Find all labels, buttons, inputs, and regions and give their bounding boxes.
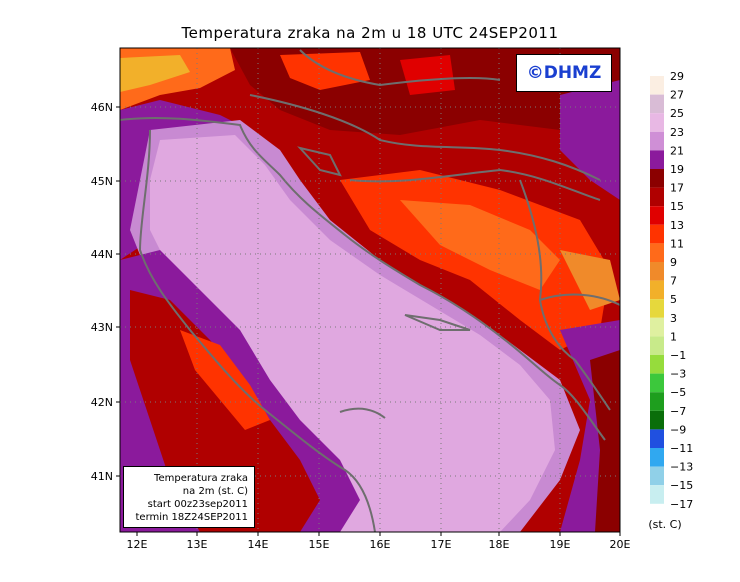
legend-level-label: −5 bbox=[670, 386, 686, 399]
field-ne-purple bbox=[560, 80, 620, 200]
lon-labels: 12E 13E 14E 15E 16E 17E 18E 19E 20E bbox=[127, 538, 631, 551]
legend-level-label: 9 bbox=[670, 256, 677, 269]
island-hvar bbox=[404, 314, 471, 331]
legend-swatch bbox=[650, 150, 664, 169]
legend-level-label: 5 bbox=[670, 293, 677, 306]
lat-label-45n: 45N bbox=[91, 175, 113, 188]
legend-swatch bbox=[650, 131, 664, 151]
field-east-hot bbox=[560, 250, 620, 310]
lon-label-16e: 16E bbox=[370, 538, 391, 551]
lon-label-20e: 20E bbox=[610, 538, 631, 551]
lon-label-14e: 14E bbox=[248, 538, 269, 551]
field-north-hot2 bbox=[400, 55, 455, 95]
info-line-4: termin 18Z24SEP2011 bbox=[135, 512, 249, 523]
legend-swatch bbox=[650, 373, 664, 393]
gridlines bbox=[120, 48, 620, 532]
lon-label-13e: 13E bbox=[187, 538, 208, 551]
lon-label-17e: 17E bbox=[431, 538, 452, 551]
legend-swatch bbox=[650, 224, 664, 244]
legend-swatch bbox=[650, 280, 664, 300]
legend-swatch bbox=[650, 76, 664, 95]
gargano-coast bbox=[339, 407, 386, 419]
legend-level-label: 27 bbox=[670, 89, 684, 102]
legend-swatch bbox=[650, 187, 664, 207]
legend-level-label: 19 bbox=[670, 163, 684, 176]
legend-swatch bbox=[650, 448, 664, 467]
legend-level-label: 17 bbox=[670, 182, 684, 195]
legend-swatch bbox=[650, 94, 664, 114]
info-line-3: start 00z23sep2011 bbox=[147, 499, 248, 510]
info-box: Temperatura zraka na 2m (st. C) start 00… bbox=[123, 466, 255, 528]
borders bbox=[120, 49, 620, 532]
legend-swatch bbox=[650, 392, 664, 411]
field-sea-light bbox=[150, 135, 555, 532]
legend-swatch bbox=[650, 336, 664, 355]
legend-level-label: 15 bbox=[670, 200, 684, 213]
lat-label-41n: 41N bbox=[91, 470, 113, 483]
map-field bbox=[120, 48, 620, 532]
border-montenegro bbox=[574, 359, 611, 411]
legend-level-label: 23 bbox=[670, 126, 684, 139]
legend-level-label: 29 bbox=[670, 70, 684, 83]
coastline-italy bbox=[138, 129, 376, 532]
field-se-dark bbox=[590, 350, 620, 532]
legend-swatch bbox=[650, 485, 664, 504]
legend-level-label: 3 bbox=[670, 312, 677, 325]
info-line-1: Temperatura zraka bbox=[154, 473, 248, 484]
border-slovenia bbox=[299, 49, 501, 87]
legend-level-label: −11 bbox=[670, 442, 693, 455]
lat-label-43n: 43N bbox=[91, 321, 113, 334]
border-serbia bbox=[539, 293, 620, 306]
legend-swatch bbox=[650, 262, 664, 281]
island-krk bbox=[297, 146, 342, 177]
legend-level-label: −17 bbox=[670, 498, 693, 511]
border-bosnia-east bbox=[519, 179, 576, 361]
legend-swatch bbox=[650, 169, 664, 188]
legend-level-label: −7 bbox=[670, 405, 686, 418]
legend-level-label: −3 bbox=[670, 368, 686, 381]
legend-level-label: 25 bbox=[670, 107, 684, 120]
map-frame bbox=[119, 47, 621, 533]
legend-swatch bbox=[650, 317, 664, 337]
legend-swatch bbox=[650, 113, 664, 132]
lat-label-44n: 44N bbox=[91, 248, 113, 261]
legend-swatch bbox=[650, 243, 664, 262]
lon-label-18e: 18E bbox=[489, 538, 510, 551]
border-north bbox=[249, 94, 601, 181]
legend-swatch bbox=[650, 410, 664, 430]
legend-level-label: 1 bbox=[670, 330, 677, 343]
legend-swatch bbox=[650, 429, 664, 448]
color-legend: 29 27 25 23 21 19 17 15 13 11 9 7 5 3 1 −1 −3 −5 −7 −9 −11 −1… bbox=[650, 70, 693, 511]
field-nw-hot bbox=[120, 55, 190, 92]
dhmz-logo: ©DHMZ bbox=[516, 54, 612, 92]
legend-level-label: 21 bbox=[670, 144, 684, 157]
legend-unit: (st. C) bbox=[648, 518, 681, 531]
tick-marks bbox=[116, 106, 621, 536]
legend-level-label: 13 bbox=[670, 219, 684, 232]
map-title: Temperatura zraka na 2m u 18 UTC 24SEP20… bbox=[181, 24, 559, 42]
legend-swatch bbox=[650, 299, 664, 318]
lon-label-19e: 19E bbox=[550, 538, 571, 551]
lon-label-15e: 15E bbox=[309, 538, 330, 551]
legend-swatch bbox=[650, 466, 664, 486]
legend-level-label: −13 bbox=[670, 461, 693, 474]
field-italy-hot bbox=[180, 330, 270, 430]
info-line-2: na 2m (st. C) bbox=[182, 486, 248, 497]
field-inland-hot bbox=[400, 200, 560, 290]
coastline-east bbox=[120, 116, 606, 441]
lat-label-46n: 46N bbox=[91, 101, 113, 114]
lat-label-42n: 42N bbox=[91, 396, 113, 409]
legend-level-label: 7 bbox=[670, 275, 677, 288]
legend-level-label: −1 bbox=[670, 349, 686, 362]
lon-label-12e: 12E bbox=[127, 538, 148, 551]
border-bosnia-north bbox=[349, 168, 601, 201]
legend-level-label: −15 bbox=[670, 479, 693, 492]
legend-swatch bbox=[650, 355, 664, 374]
legend-level-label: 11 bbox=[670, 237, 684, 250]
legend-swatch bbox=[650, 206, 664, 225]
legend-level-label: −9 bbox=[670, 423, 686, 436]
lat-labels: 46N 45N 44N 43N 42N 41N bbox=[91, 101, 113, 483]
field-north-hot1 bbox=[280, 52, 370, 90]
